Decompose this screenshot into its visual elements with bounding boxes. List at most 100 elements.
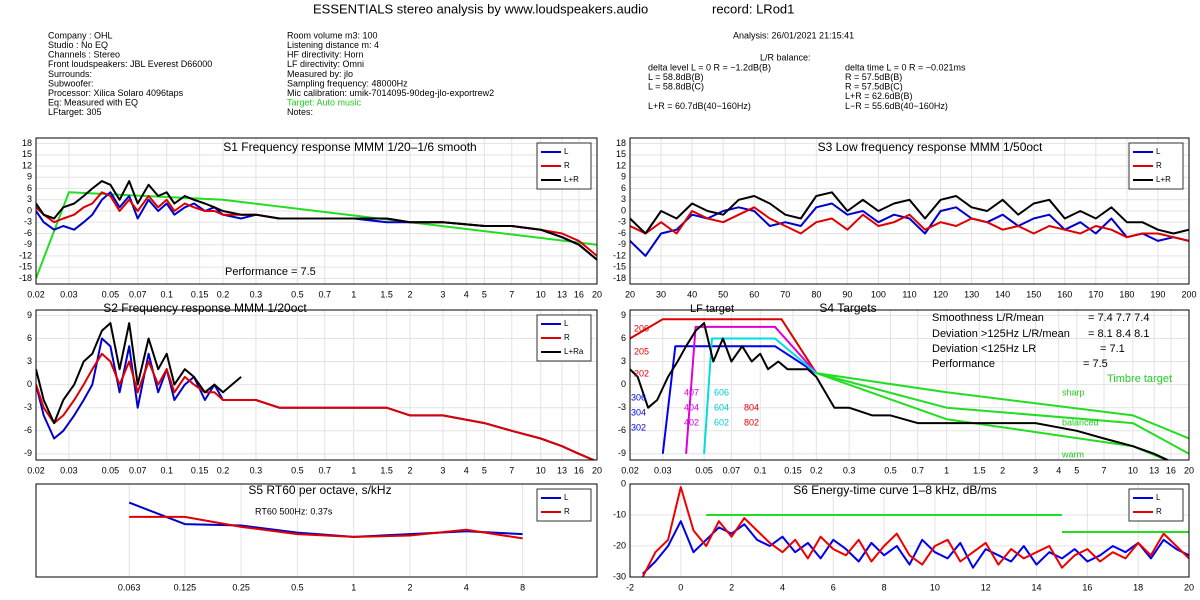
x-tick-label: 60 bbox=[749, 289, 759, 299]
y-tick-label: 6 bbox=[621, 333, 626, 343]
x-tick-label: 0.7 bbox=[318, 465, 331, 475]
y-tick-label: 0 bbox=[621, 478, 626, 488]
info-line: Subwoofer: bbox=[48, 78, 94, 88]
x-tick-label: 0.15 bbox=[784, 465, 802, 475]
info-line: R = 57.5dB(B) bbox=[845, 72, 902, 82]
y-tick-label: -9 bbox=[618, 448, 626, 458]
x-tick-label: 1.5 bbox=[380, 465, 393, 475]
chart-title: S5 RT60 per octave, s/kHz bbox=[248, 483, 391, 497]
annotation: 404 bbox=[684, 402, 699, 412]
x-tick-label: 7 bbox=[1102, 465, 1107, 475]
x-tick-label: 4 bbox=[780, 582, 785, 592]
x-tick-label: 10 bbox=[536, 289, 546, 299]
annotation: Deviation <125Hz LR bbox=[932, 343, 1036, 355]
y-tick-label: 12 bbox=[616, 160, 626, 170]
chart-panel: 0.02 0.03 0.05 0.07 0.1 0.15 0.2 0.3 0.5 0.7 1 1.5 2… bbox=[24, 301, 602, 475]
y-tick-label: -6 bbox=[24, 228, 32, 238]
series-line bbox=[685, 325, 818, 454]
legend-label: L+Ra bbox=[564, 347, 584, 356]
annotation: 202 bbox=[634, 368, 649, 378]
x-tick-label: 0.1 bbox=[160, 289, 173, 299]
x-tick-label: 0.2 bbox=[217, 289, 230, 299]
legend-label: L bbox=[564, 319, 569, 328]
chart-title: S6 Energy-time curve 1–8 kHz, dB/ms bbox=[793, 483, 996, 497]
chart-title: S1 Frequency response MMM 1/20–1/6 smoot… bbox=[223, 140, 476, 154]
x-tick-label: 0.1 bbox=[754, 465, 767, 475]
info-line: L+R = 62.6dB(B) bbox=[845, 91, 913, 101]
info-line: Processor: Xilica Solaro 4096taps bbox=[48, 88, 184, 98]
x-tick-label: 20 bbox=[1184, 465, 1194, 475]
x-tick-label: 13 bbox=[557, 465, 567, 475]
x-tick-label: 110 bbox=[902, 289, 916, 299]
info-line: Company : OHL bbox=[48, 30, 113, 40]
x-tick-label: 7 bbox=[509, 465, 514, 475]
x-tick-label: 0.3 bbox=[250, 289, 263, 299]
y-tick-label: -3 bbox=[618, 402, 626, 412]
x-tick-label: 0.063 bbox=[118, 582, 141, 592]
x-tick-label: 160 bbox=[1057, 289, 1072, 299]
x-tick-label: 20 bbox=[1184, 582, 1194, 592]
y-tick-label: -15 bbox=[19, 262, 32, 272]
plot-border bbox=[629, 483, 1190, 578]
y-tick-label: -9 bbox=[24, 239, 32, 249]
legend-label: L bbox=[1156, 147, 1161, 156]
info-line: delta time L = 0 R = −0.021ms bbox=[845, 62, 966, 72]
info-line: Target: Auto music bbox=[287, 98, 362, 108]
x-tick-label: 18 bbox=[1133, 582, 1143, 592]
analysis-date: Analysis: 26/01/2021 21:15:41 bbox=[733, 30, 854, 40]
x-tick-label: 1.5 bbox=[380, 289, 393, 299]
legend-label: L bbox=[564, 493, 569, 502]
info-line: HF directivity: Horn bbox=[287, 50, 364, 60]
x-tick-label: 90 bbox=[842, 289, 852, 299]
y-tick-label: 9 bbox=[621, 310, 626, 320]
annotation: = 7.5 bbox=[1083, 358, 1108, 370]
chart-title: S2 Frequency response MMM 1/20oct bbox=[103, 301, 307, 315]
y-tick-label: 3 bbox=[621, 356, 626, 366]
x-tick-label: 20 bbox=[625, 289, 635, 299]
x-tick-label: 200 bbox=[1181, 289, 1196, 299]
y-tick-label: 9 bbox=[27, 172, 32, 182]
x-tick-label: 140 bbox=[995, 289, 1010, 299]
chart-title: S4 Targets bbox=[819, 301, 876, 315]
x-tick-label: 180 bbox=[1119, 289, 1134, 299]
x-tick-label: 16 bbox=[574, 289, 584, 299]
y-tick-label: 0 bbox=[621, 379, 626, 389]
annotation: = 7.4 7.7 7.4 bbox=[1088, 312, 1149, 324]
info-line: Channels : Stereo bbox=[48, 50, 120, 60]
annotation: 205 bbox=[634, 346, 649, 356]
series-line bbox=[630, 202, 1189, 257]
x-tick-label: 3 bbox=[440, 465, 445, 475]
y-tick-label: -9 bbox=[618, 239, 626, 249]
annotation: 306 bbox=[631, 392, 646, 402]
annotation: 804 bbox=[744, 402, 759, 412]
info-line: Front loudspeakers: JBL Everest D66000 bbox=[48, 59, 212, 69]
x-tick-label: 2 bbox=[729, 582, 734, 592]
x-tick-label: 0.07 bbox=[129, 289, 147, 299]
x-tick-label: -2 bbox=[626, 582, 634, 592]
x-tick-label: 0.03 bbox=[654, 465, 672, 475]
record-label: record: LRod1 bbox=[712, 1, 794, 16]
x-tick-label: 16 bbox=[1082, 582, 1092, 592]
info-line: Studio : No EQ bbox=[48, 40, 108, 50]
x-tick-label: 130 bbox=[964, 289, 979, 299]
y-tick-label: -15 bbox=[613, 262, 626, 272]
x-tick-label: 0.05 bbox=[102, 289, 120, 299]
x-tick-label: 1.5 bbox=[973, 465, 986, 475]
x-tick-label: 100 bbox=[871, 289, 886, 299]
y-tick-label: -3 bbox=[618, 217, 626, 227]
legend-box bbox=[1128, 488, 1184, 522]
x-tick-label: 20 bbox=[592, 289, 602, 299]
series-line bbox=[36, 352, 597, 460]
x-tick-label: 3 bbox=[1033, 465, 1038, 475]
legend-label: R bbox=[1156, 161, 1162, 170]
y-tick-label: 12 bbox=[22, 160, 32, 170]
x-tick-label: 0.3 bbox=[250, 465, 263, 475]
y-tick-label: -18 bbox=[613, 273, 626, 283]
x-tick-label: 1 bbox=[351, 289, 356, 299]
x-tick-label: 0.07 bbox=[129, 465, 147, 475]
info-line: Listening distance m: 4 bbox=[287, 40, 379, 50]
x-tick-label: 10 bbox=[1128, 465, 1138, 475]
y-tick-label: -9 bbox=[24, 448, 32, 458]
y-tick-label: 0 bbox=[27, 379, 32, 389]
